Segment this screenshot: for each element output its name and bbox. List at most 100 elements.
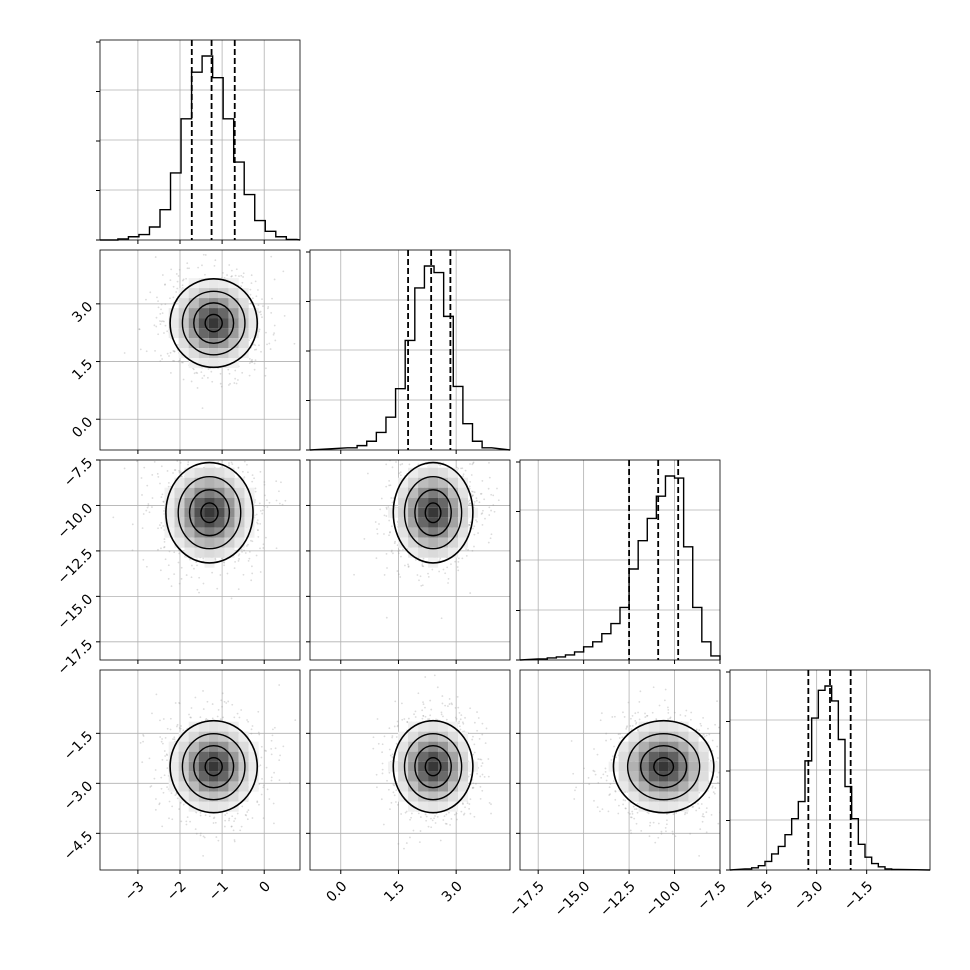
sample-point bbox=[159, 569, 162, 572]
sample-point bbox=[427, 718, 429, 721]
sample-point bbox=[161, 758, 164, 761]
density-cell bbox=[428, 527, 439, 538]
density-cell bbox=[198, 781, 209, 792]
sample-point bbox=[170, 268, 173, 271]
sample-point bbox=[139, 741, 142, 744]
sample-point bbox=[270, 776, 273, 779]
sample-point bbox=[446, 566, 449, 569]
sample-point bbox=[260, 793, 263, 796]
sample-point bbox=[414, 710, 417, 713]
density-cell bbox=[438, 741, 449, 752]
density-cell bbox=[214, 507, 225, 518]
sample-point bbox=[477, 532, 479, 534]
sample-point bbox=[145, 298, 147, 301]
sample-point bbox=[155, 798, 157, 800]
sample-point bbox=[196, 372, 199, 375]
sample-point bbox=[187, 463, 189, 466]
sample-point bbox=[427, 575, 430, 578]
sample-point bbox=[471, 463, 474, 466]
sample-point bbox=[163, 540, 166, 543]
sample-point bbox=[479, 797, 482, 800]
sample-point bbox=[397, 803, 399, 806]
sample-point bbox=[270, 779, 273, 782]
sample-point bbox=[248, 362, 251, 365]
sample-point bbox=[221, 705, 223, 708]
sample-point bbox=[243, 460, 246, 463]
sample-point bbox=[388, 519, 391, 522]
sample-point bbox=[469, 798, 472, 801]
sample-point bbox=[148, 511, 151, 514]
sample-point bbox=[243, 476, 246, 479]
sample-point bbox=[466, 802, 469, 805]
sample-point bbox=[228, 817, 231, 820]
sample-point bbox=[394, 700, 397, 703]
sample-point bbox=[190, 716, 192, 719]
sample-point bbox=[181, 279, 184, 282]
density-cell bbox=[188, 741, 199, 752]
sample-point bbox=[141, 761, 144, 764]
sample-point bbox=[454, 706, 457, 709]
sample-point bbox=[462, 475, 465, 478]
sample-point bbox=[403, 718, 406, 720]
density-cell bbox=[188, 791, 199, 802]
sample-point bbox=[242, 272, 245, 275]
sample-point bbox=[468, 524, 470, 526]
density-cell bbox=[204, 537, 215, 548]
sample-point bbox=[199, 814, 202, 817]
density-cell bbox=[418, 517, 429, 528]
sample-point bbox=[380, 798, 383, 801]
sample-point bbox=[219, 382, 222, 385]
density-cell bbox=[438, 801, 449, 812]
sample-point bbox=[490, 803, 492, 806]
sample-point bbox=[388, 748, 391, 751]
density-cell bbox=[418, 741, 429, 752]
density-cell bbox=[188, 338, 199, 349]
sample-point bbox=[464, 806, 466, 809]
sample-point bbox=[173, 736, 176, 739]
sample-point bbox=[260, 756, 263, 759]
sample-point bbox=[240, 825, 243, 828]
sample-point bbox=[233, 840, 236, 843]
sample-point bbox=[419, 575, 422, 578]
sample-point bbox=[488, 514, 491, 516]
density-cell bbox=[238, 741, 249, 752]
sample-point bbox=[273, 278, 276, 281]
density-cell bbox=[218, 771, 229, 782]
sample-point bbox=[397, 842, 400, 845]
sample-point bbox=[189, 716, 192, 719]
sample-point bbox=[469, 502, 472, 505]
sample-point bbox=[173, 360, 176, 362]
sample-point bbox=[159, 736, 162, 738]
sample-point bbox=[259, 571, 262, 573]
sample-point bbox=[240, 709, 243, 711]
sample-point bbox=[154, 808, 157, 811]
sample-point bbox=[176, 343, 179, 346]
sample-point bbox=[196, 588, 199, 591]
sample-point bbox=[273, 771, 276, 774]
density-cell bbox=[214, 547, 225, 558]
sample-point bbox=[159, 360, 162, 363]
sample-point bbox=[193, 447, 195, 449]
sample-point bbox=[146, 484, 149, 487]
sample-point bbox=[447, 705, 449, 708]
sample-point bbox=[216, 715, 219, 718]
sample-point bbox=[260, 350, 262, 353]
sample-point bbox=[178, 727, 181, 729]
sample-point bbox=[157, 300, 159, 303]
density-cell bbox=[164, 497, 175, 508]
sample-point bbox=[406, 721, 409, 724]
sample-point bbox=[435, 718, 437, 721]
sample-point bbox=[222, 271, 224, 274]
density-cell bbox=[198, 751, 209, 762]
sample-point bbox=[186, 234, 188, 236]
sample-point bbox=[154, 256, 157, 258]
sample-point bbox=[395, 736, 398, 738]
sample-point bbox=[250, 360, 252, 363]
sample-point bbox=[406, 721, 409, 723]
sample-point bbox=[406, 547, 409, 550]
sample-point bbox=[472, 782, 475, 785]
sample-point bbox=[256, 519, 259, 522]
sample-point bbox=[159, 320, 161, 322]
sample-point bbox=[258, 803, 260, 806]
sample-point bbox=[173, 551, 176, 554]
